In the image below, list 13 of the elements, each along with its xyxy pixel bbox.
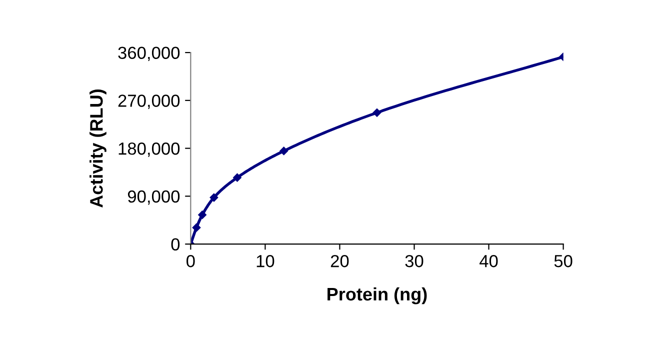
y-axis-title: Activity (RLU) [90,90,106,208]
y-tick-label: 90,000 [128,190,180,205]
y-tick-label: 180,000 [118,142,180,157]
x-tick-label: 50 [554,254,572,268]
y-tick-label: 270,000 [118,94,180,109]
x-tick-label: 20 [330,254,349,268]
x-tick-label: 30 [405,254,424,268]
x-tick-label: 10 [256,254,274,268]
y-tick-label: 360,000 [118,46,180,62]
x-tick-label: 0 [186,254,195,268]
y-tick-label: 0 [171,238,180,251]
x-tick-label: 40 [480,254,498,268]
x-axis-title: Protein (ng) [328,287,427,304]
